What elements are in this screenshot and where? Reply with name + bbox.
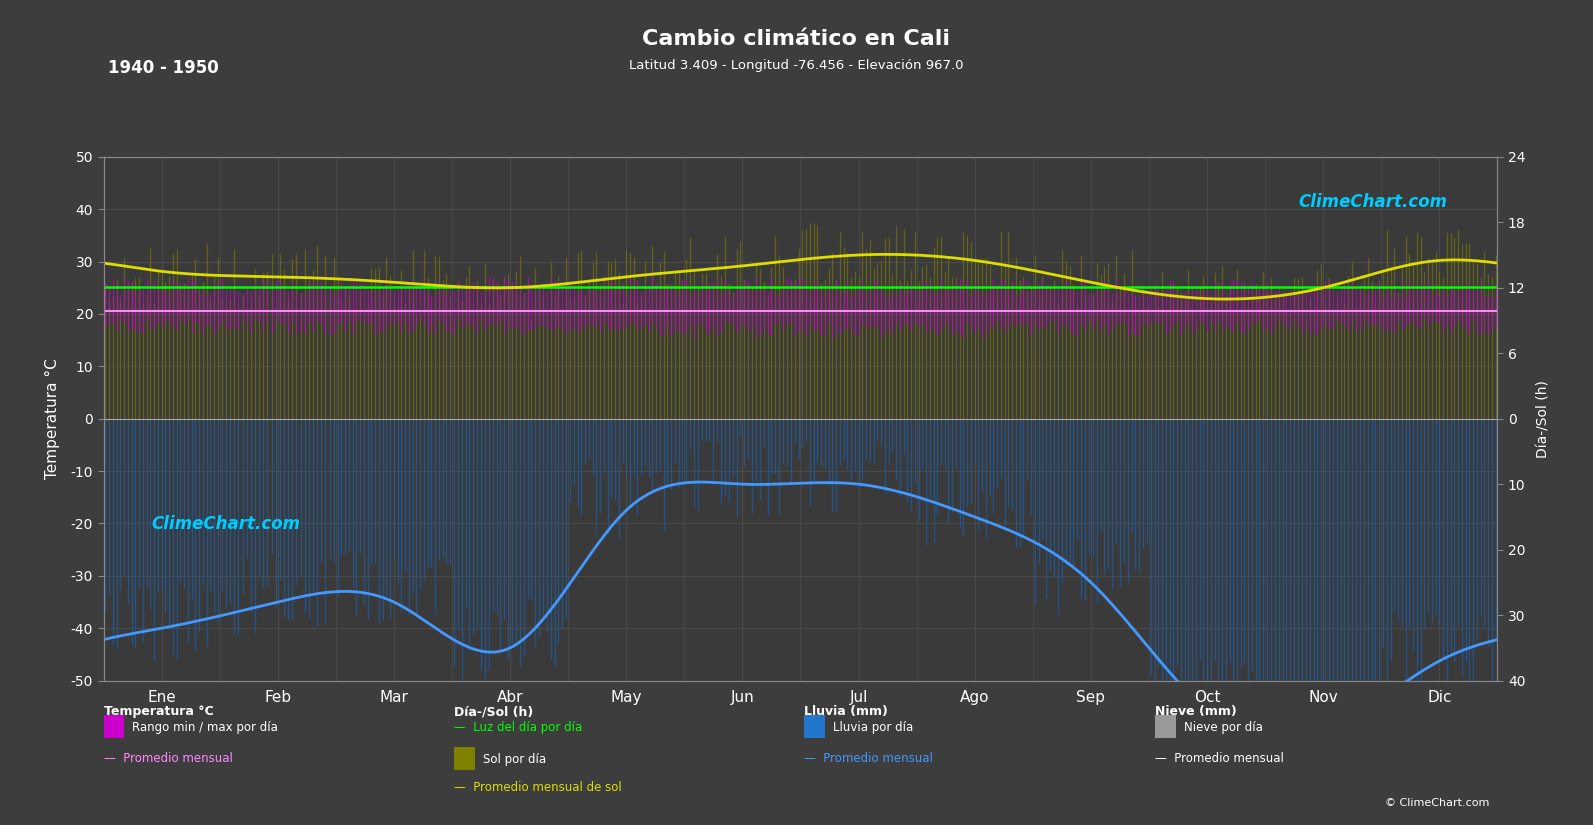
Text: Rango min / max por día: Rango min / max por día [132,721,279,734]
Text: —  Promedio mensual: — Promedio mensual [1155,752,1284,766]
Text: © ClimeChart.com: © ClimeChart.com [1384,799,1489,808]
Text: —  Promedio mensual de sol: — Promedio mensual de sol [454,780,621,794]
Text: Lluvia por día: Lluvia por día [833,721,913,734]
Text: Nieve por día: Nieve por día [1184,721,1263,734]
Text: —  Luz del día por día: — Luz del día por día [454,721,583,734]
Text: 1940 - 1950: 1940 - 1950 [108,59,220,78]
Y-axis label: Día-/Sol (h)



Lluvia / Nieve (mm): Día-/Sol (h) Lluvia / Nieve (mm) [1537,351,1593,487]
Text: —  Promedio mensual: — Promedio mensual [104,752,233,766]
Text: Cambio climático en Cali: Cambio climático en Cali [642,29,951,49]
Y-axis label: Temperatura °C: Temperatura °C [45,358,59,479]
Text: Lluvia (mm): Lluvia (mm) [804,705,889,719]
Text: —  Promedio mensual: — Promedio mensual [804,752,933,766]
Text: Latitud 3.409 - Longitud -76.456 - Elevación 967.0: Latitud 3.409 - Longitud -76.456 - Eleva… [629,59,964,73]
Text: Temperatura °C: Temperatura °C [104,705,213,719]
Text: ClimeChart.com: ClimeChart.com [1298,193,1448,211]
Text: ClimeChart.com: ClimeChart.com [151,515,301,533]
Text: Nieve (mm): Nieve (mm) [1155,705,1236,719]
Text: Sol por día: Sol por día [483,752,546,766]
Text: Día-/Sol (h): Día-/Sol (h) [454,705,534,719]
